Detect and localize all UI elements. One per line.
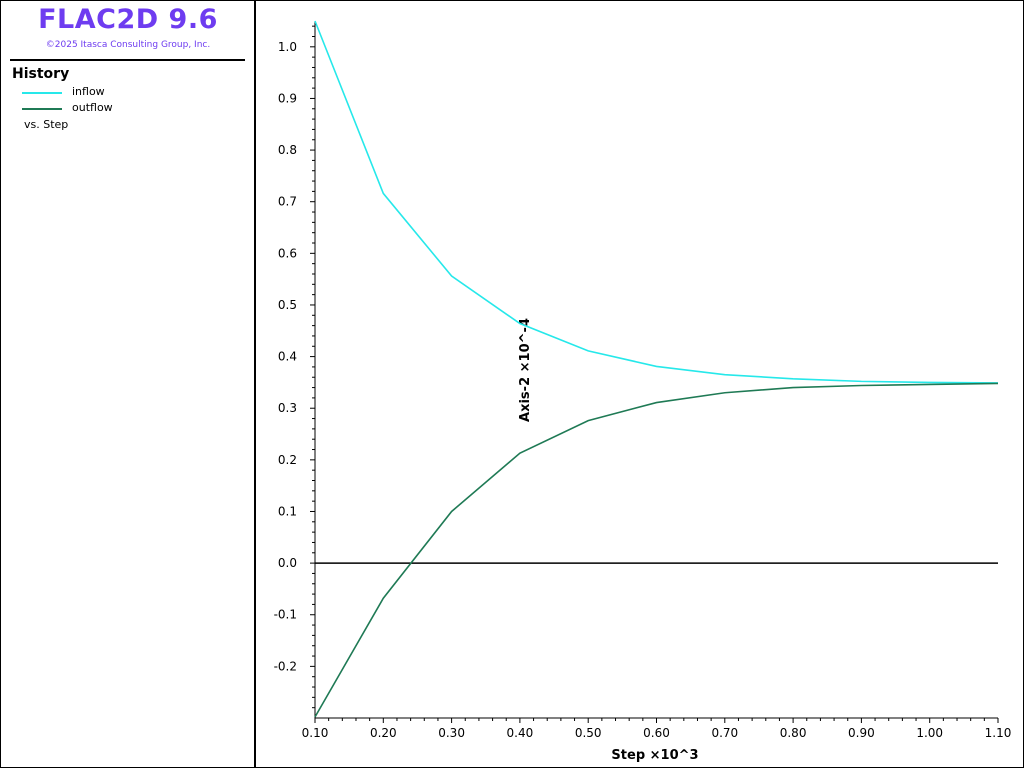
tick-marks [310,25,999,723]
tick-labels: 0.10 0.20 0.30 0.40 0.50 0.60 0.70 0.80 0.90 1.00… [274,40,1012,740]
legend-swatch-inflow [22,92,62,94]
series-line-outflow [314,382,999,718]
y-tick-label: 0.5 [278,298,297,312]
x-tick-label: 0.20 [370,726,397,740]
x-tick-label: 1.00 [916,726,943,740]
y-tick-label: 0.3 [278,401,297,415]
x-tick-label: 0.90 [848,726,875,740]
app-title: FLAC2D 9.6 [38,4,218,35]
x-tick-label: 0.40 [507,726,534,740]
x-tick-label: 0.10 [302,726,329,740]
series-line-inflow [314,20,999,384]
x-tick-label: 0.50 [575,726,602,740]
y-axis-title: Axis-2 ×10^-4 [518,318,533,422]
legend-label-outflow: outflow [72,101,113,114]
legend-label-inflow: inflow [72,85,105,98]
y-tick-label: 0.7 [278,195,297,209]
y-tick-label: 0.1 [278,504,297,518]
series-lines [314,20,999,718]
y-tick-label: 0.2 [278,453,297,467]
legend-heading: History [12,66,70,82]
y-tick-label: 0.8 [278,143,297,157]
x-tick-label: 0.70 [711,726,738,740]
x-axis-title: Step ×10^3 [611,748,698,763]
axes [314,21,998,719]
y-tick-label: 1.0 [278,40,297,54]
history-plot[interactable]: Axis-2 ×10^-4 0.10 0.20 0.30 0.40 0.50 0.60 0.… [258,0,1022,766]
x-tick-label: 0.80 [780,726,807,740]
x-tick-label: 0.60 [643,726,670,740]
legend-panel: FLAC2D 9.6 ©2025 Itasca Consulting Group… [0,0,256,767]
y-tick-label: 0.9 [278,91,297,105]
y-tick-label: -0.2 [274,659,297,673]
y-tick-label: -0.1 [274,608,297,622]
header-divider [10,59,245,61]
y-tick-label: 0.6 [278,246,297,260]
legend-swatch-outflow [22,108,62,110]
x-tick-label: 0.30 [438,726,465,740]
y-tick-label: 0.0 [278,556,297,570]
copyright-text: ©2025 Itasca Consulting Group, Inc. [45,40,211,50]
legend-vs-step: vs. Step [24,118,69,131]
x-tick-label: 1.10 [985,726,1012,740]
y-tick-label: 0.4 [278,350,297,364]
